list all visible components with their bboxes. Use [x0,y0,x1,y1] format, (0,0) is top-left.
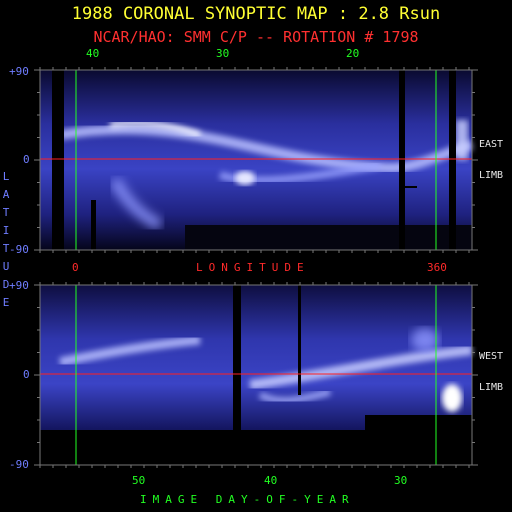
latitude-label-letter: A [2,188,10,201]
west-limb-label: LIMB [479,382,504,393]
latitude-label-letter: T [2,242,10,255]
lat-tick-plus90-top: +90 [9,65,29,78]
lat-tick-minus90-bottom: -90 [9,458,29,471]
chart-subtitle: NCAR/HAO: SMM C/P -- ROTATION # 1798 [93,28,419,46]
lat-tick-minus90-top: -90 [9,243,29,256]
lat-tick-0-top: 0 [23,153,30,166]
top-axis-tick-20: 20 [346,47,360,60]
latitude-label-letter: T [2,206,10,219]
east-limb-label: LIMB [479,170,504,181]
axes-frame [34,67,478,468]
west-limb-heatmap [40,285,473,465]
day-tick-50: 50 [132,474,146,487]
day-of-year-axis-label: IMAGE DAY-OF-YEAR [140,493,355,506]
top-axis-tick-40: 40 [86,47,100,60]
east-limb-heatmap [40,70,474,250]
longitude-axis-label: LONGITUDE [196,261,310,274]
chart-title: 1988 CORONAL SYNOPTIC MAP : 2.8 Rsun [71,4,441,24]
lat-tick-0-bottom: 0 [23,368,30,381]
day-tick-30: 30 [394,474,408,487]
longitude-tick-0: 0 [72,261,79,274]
lat-tick-plus90-bottom: +90 [9,279,29,292]
latitude-label-letter: I [2,224,10,237]
west-label: WEST [479,351,504,362]
latitude-label-letter: E [2,296,10,309]
day-tick-40: 40 [264,474,278,487]
latitude-label-letter: D [2,278,10,291]
top-axis-tick-30: 30 [216,47,230,60]
longitude-tick-360: 360 [427,261,447,274]
latitude-label-letter: U [2,260,10,273]
east-label: EAST [479,139,504,150]
latitude-label-letter: L [2,170,10,183]
